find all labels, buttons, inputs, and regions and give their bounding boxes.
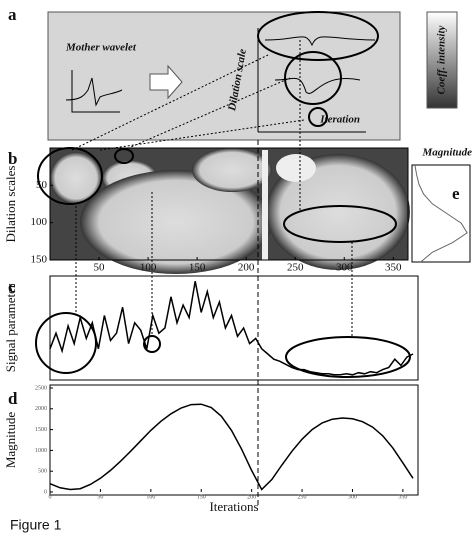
y-tick-label: 1500 (35, 427, 47, 433)
plot-frame (49, 147, 409, 261)
y-tick-label: 500 (38, 469, 47, 475)
data-line (49, 403, 414, 491)
data-line (49, 281, 414, 376)
x-tick-label: 350 (385, 262, 402, 274)
x-tick-label: 200 (238, 262, 255, 274)
plot-frame (411, 164, 471, 263)
panel-title: Magnitude (421, 147, 472, 159)
x-tick-label: 250 (298, 494, 307, 500)
x-tick-label: 350 (398, 494, 407, 500)
x-tick-label: 0 (49, 494, 52, 500)
y-tick-label: 100 (31, 216, 48, 228)
mother-wavelet-label: Mother wavelet (65, 42, 137, 54)
annotation (143, 335, 161, 353)
y-axis-label: Dilation scales (3, 166, 18, 243)
colorbar (426, 11, 458, 109)
y-axis-label: Magnitude (3, 412, 18, 469)
x-tick-label: 250 (287, 262, 304, 274)
x-tick-label: 50 (94, 262, 106, 274)
x-tick-label: 100 (140, 262, 157, 274)
scale-axes (257, 28, 366, 133)
connectors (71, 40, 353, 336)
panel-label: c (8, 277, 16, 296)
y-tick-label: 50 (36, 179, 48, 191)
annotation (283, 205, 397, 243)
x-axis-label: Iterations (209, 499, 258, 514)
panel-label: a (8, 5, 17, 24)
annotation (308, 107, 328, 127)
y-tick-label: 2500 (35, 385, 47, 391)
x-tick-label: 200 (247, 494, 256, 500)
annotation (257, 11, 379, 61)
x-tick-label: 50 (97, 494, 103, 500)
annotation (114, 148, 134, 164)
plot-frame (49, 275, 419, 381)
y-tick-label: 2000 (35, 406, 47, 412)
annotation (285, 336, 411, 378)
figure-label: Figure 1 (10, 517, 62, 533)
x-tick-label: 150 (197, 494, 206, 500)
panel-label: b (8, 149, 17, 168)
x-tick-label: 100 (146, 494, 155, 500)
wavelet-sketch (65, 70, 123, 113)
annotation (284, 51, 342, 105)
iteration-label: Iteration (319, 114, 360, 126)
y-tick-label: 0 (44, 489, 47, 495)
arrow (149, 64, 183, 100)
y-tick-label: 1000 (35, 448, 47, 454)
wavelet-scales (264, 36, 376, 94)
y-axis-label: Signal parameter (3, 283, 18, 372)
colorbar-label: Coeff. intensity (436, 25, 448, 94)
y-tick-label: 150 (31, 254, 48, 266)
x-tick-label: 300 (336, 262, 353, 274)
annotation (35, 312, 97, 374)
magnitude-curve (414, 164, 468, 263)
heatmap-texture (50, 148, 410, 274)
panel-label: d (8, 389, 18, 408)
plot-frame (49, 384, 419, 496)
x-tick-label: 150 (189, 262, 206, 274)
x-tick-label: 300 (348, 494, 357, 500)
panel-label: e (452, 184, 460, 203)
